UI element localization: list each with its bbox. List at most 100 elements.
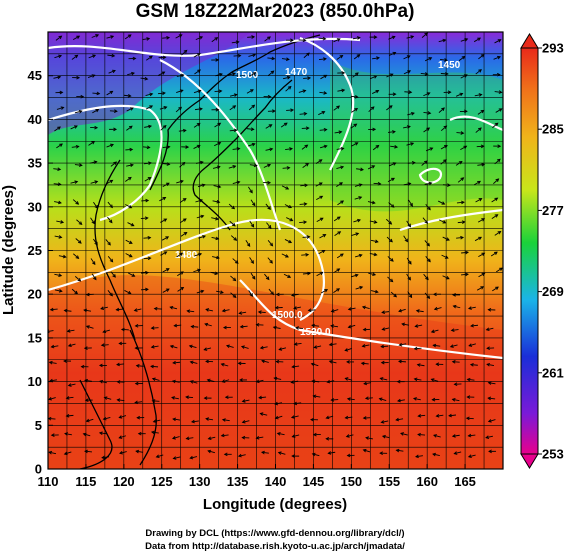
wind-arrow (175, 106, 183, 113)
wind-arrow (493, 144, 502, 149)
wind-arrow (487, 307, 496, 312)
wind-arrow (406, 142, 415, 146)
wind-arrow (423, 92, 431, 97)
wind-arrow (74, 109, 83, 114)
wind-arrow (162, 35, 171, 40)
wind-arrow (344, 415, 353, 420)
wind-arrow (189, 360, 198, 365)
wind-arrow (467, 454, 476, 458)
colorbar-tick-label: 261 (542, 365, 564, 380)
wind-arrow (315, 182, 323, 187)
wind-arrow (177, 271, 184, 277)
wind-arrow (319, 127, 328, 132)
wind-arrow (216, 290, 224, 294)
wind-arrow (319, 234, 327, 239)
wind-arrow (123, 93, 132, 98)
wind-arrow (119, 450, 127, 455)
wind-arrow (319, 91, 328, 95)
wind-arrow (109, 109, 118, 113)
wind-arrow (229, 128, 238, 133)
y-axis-title: Latitude (degrees) (0, 185, 17, 315)
wind-arrow (494, 90, 503, 94)
wind-arrow (431, 397, 440, 402)
wind-arrow (478, 53, 485, 60)
wind-arrow (449, 344, 458, 348)
wind-arrow (144, 124, 152, 129)
wind-arrow (336, 146, 345, 151)
wind-arrow (468, 343, 476, 347)
wind-arrow (494, 231, 502, 236)
wind-arrow (169, 344, 178, 349)
wind-arrow (171, 396, 179, 400)
wind-arrow (125, 176, 132, 182)
wind-arrow (126, 163, 134, 168)
wind-arrow (290, 380, 299, 384)
wind-arrow (188, 344, 197, 349)
wind-arrow (423, 273, 429, 281)
wind-arrow (437, 200, 446, 205)
wind-arrow (257, 310, 266, 314)
wind-arrow (150, 430, 159, 435)
wind-arrow (433, 306, 442, 311)
wind-arrow (241, 435, 250, 440)
wind-arrow (172, 417, 181, 422)
wind-arrow (398, 308, 406, 313)
wind-arrow (406, 273, 411, 281)
wind-arrow (98, 363, 107, 368)
wind-arrow (395, 448, 404, 453)
wind-arrow (432, 452, 440, 457)
contour-label-1: 1500 (236, 70, 259, 81)
wind-arrow (159, 197, 167, 202)
wind-arrow (442, 183, 451, 187)
wind-arrow (63, 308, 72, 313)
wind-arrow (333, 38, 341, 43)
y-tick-label: 30 (28, 199, 42, 214)
wind-arrow (282, 75, 291, 80)
wind-arrow (284, 204, 293, 209)
wind-arrow (440, 159, 447, 165)
wind-arrow (408, 199, 413, 207)
wind-arrow (128, 56, 137, 61)
wind-arrow (125, 147, 134, 152)
wind-arrow (142, 37, 151, 41)
wind-arrow (432, 343, 441, 348)
wind-arrow (273, 376, 282, 381)
wind-arrow (72, 75, 81, 80)
wind-arrow (422, 217, 429, 224)
y-tick-label: 35 (28, 156, 42, 171)
wind-arrow (311, 452, 320, 457)
wind-arrow (368, 106, 375, 112)
wind-arrow (241, 419, 250, 424)
wind-arrow (207, 449, 216, 454)
wind-arrow (66, 329, 75, 333)
wind-arrow (176, 89, 184, 93)
wind-arrow (126, 125, 133, 131)
wind-arrow (264, 36, 271, 42)
wind-arrow (345, 434, 354, 438)
wind-arrow (239, 324, 248, 329)
wind-arrow (54, 54, 63, 59)
wind-arrow (452, 293, 461, 297)
wind-arrow (344, 377, 353, 381)
wind-arrow (401, 322, 410, 327)
wind-arrow (107, 53, 116, 58)
wind-arrow (274, 415, 283, 420)
wind-arrow (333, 105, 341, 111)
wind-arrow (193, 122, 201, 128)
wind-arrow (435, 413, 444, 418)
wind-arrow (205, 308, 214, 312)
wind-arrow (261, 450, 269, 455)
wind-arrow (460, 145, 468, 151)
x-tick-label: 130 (189, 474, 211, 489)
wind-arrow (193, 144, 201, 149)
wind-arrow (88, 54, 97, 59)
wind-arrow (72, 199, 80, 205)
wind-arrow (65, 396, 74, 400)
wind-arrow (229, 93, 238, 97)
wind-arrow (255, 379, 264, 384)
wind-arrow (250, 272, 256, 280)
wind-arrow (330, 324, 339, 328)
wind-arrow (301, 126, 310, 131)
wind-arrow (456, 200, 465, 205)
wind-arrow (424, 57, 433, 62)
